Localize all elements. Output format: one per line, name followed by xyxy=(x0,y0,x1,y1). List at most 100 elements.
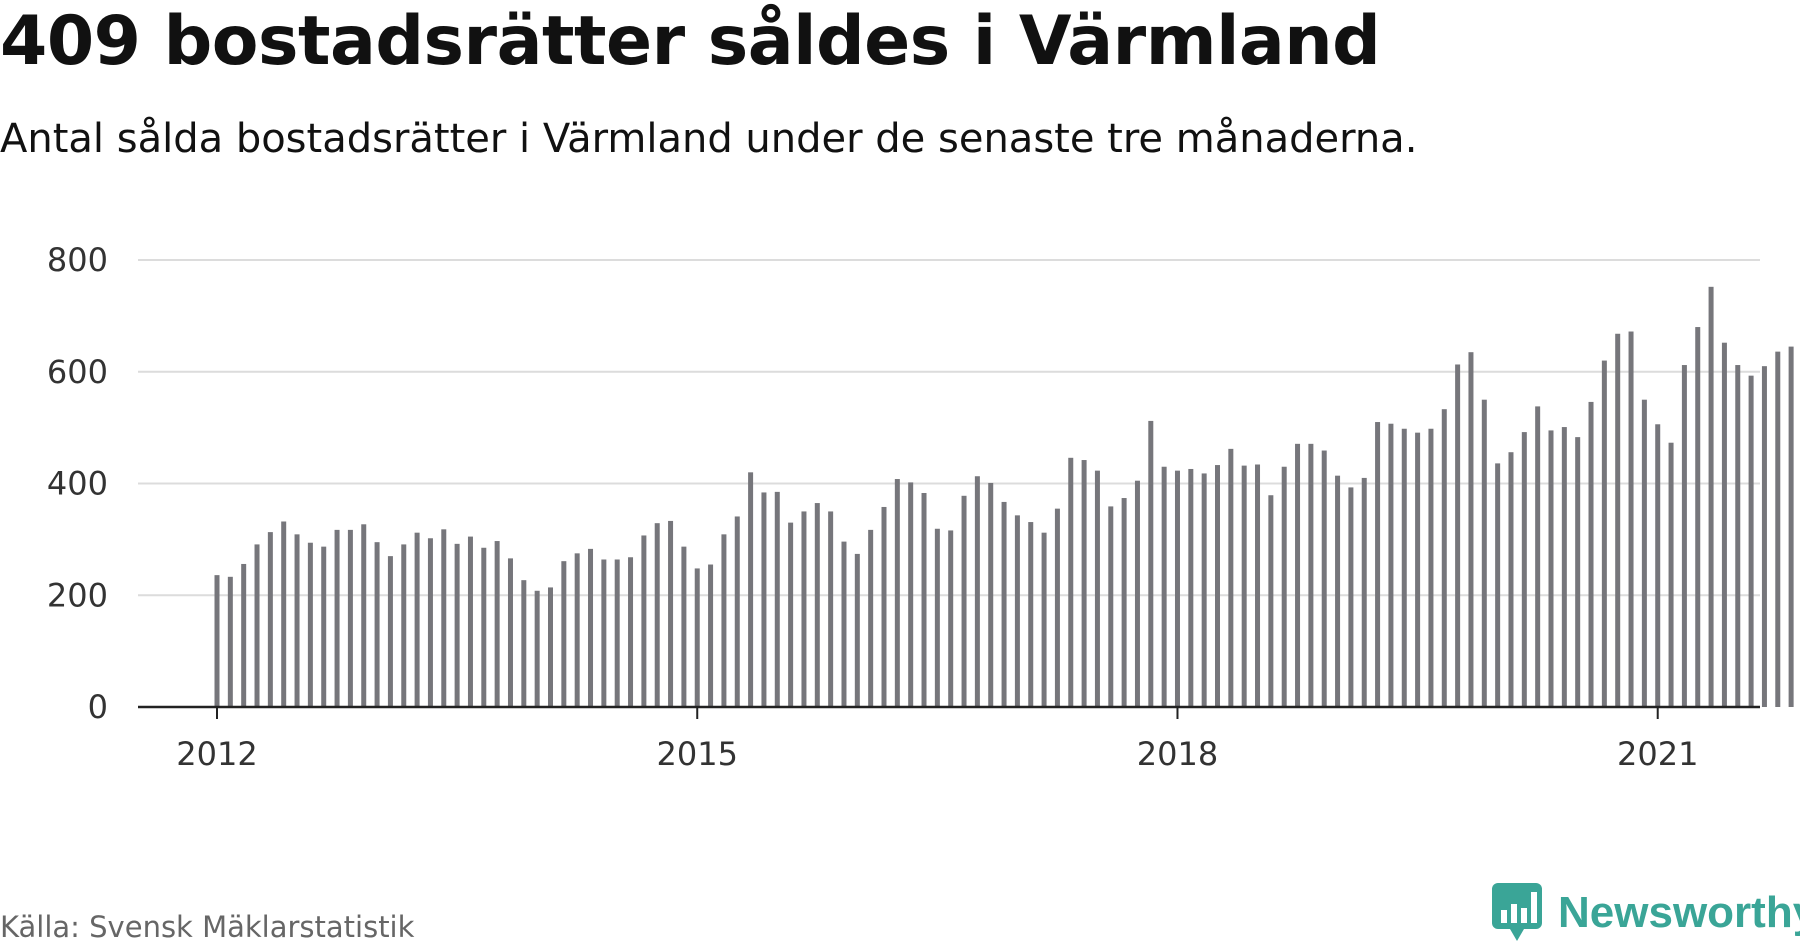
bar xyxy=(588,548,594,707)
bar xyxy=(214,575,220,707)
bar xyxy=(1348,487,1354,707)
bar xyxy=(734,516,740,707)
bar xyxy=(507,558,513,707)
bar xyxy=(868,529,874,707)
bar xyxy=(1308,443,1314,707)
brand-name: Newsworthy xyxy=(1558,888,1800,937)
bar xyxy=(574,553,580,707)
bar xyxy=(694,568,700,707)
bar xyxy=(1281,466,1287,707)
bar xyxy=(241,563,247,707)
bar xyxy=(1361,477,1367,707)
bar xyxy=(1615,333,1621,707)
bar xyxy=(814,503,820,707)
bar xyxy=(934,528,940,707)
bar xyxy=(614,559,620,707)
bar xyxy=(1668,442,1674,707)
bar xyxy=(361,524,367,707)
bar xyxy=(1295,443,1301,707)
bar xyxy=(548,587,553,707)
bar xyxy=(1655,424,1661,707)
y-tick-label: 800 xyxy=(47,241,108,279)
bar xyxy=(1561,427,1567,707)
bar xyxy=(281,521,287,707)
x-tick-label: 2018 xyxy=(1137,735,1218,773)
bar xyxy=(668,520,674,707)
y-tick-label: 0 xyxy=(88,688,108,726)
bar xyxy=(841,541,847,707)
bar xyxy=(908,482,914,707)
bar xyxy=(948,530,954,707)
y-tick-label: 400 xyxy=(47,465,108,503)
bar xyxy=(454,543,460,707)
newsworthy-bar-chart-logo-icon xyxy=(1492,883,1542,941)
bar xyxy=(427,538,433,707)
bar xyxy=(347,529,353,707)
bar xyxy=(1681,365,1687,707)
bar xyxy=(1268,495,1274,707)
bar xyxy=(1161,466,1167,707)
bar xyxy=(1068,457,1074,707)
source-note: Källa: Svensk Mäklarstatistik xyxy=(0,910,415,944)
bar xyxy=(1014,515,1020,707)
bar xyxy=(1215,465,1220,707)
bar xyxy=(961,495,967,707)
bar xyxy=(801,511,807,707)
bar xyxy=(1054,508,1060,707)
bar xyxy=(1508,452,1514,707)
bar xyxy=(1628,331,1634,707)
bar xyxy=(1695,327,1701,707)
bar xyxy=(1708,286,1714,707)
bar xyxy=(1535,406,1541,707)
chart-title: 409 bostadsrätter såldes i Värmland xyxy=(0,2,1381,81)
x-tick-label: 2021 xyxy=(1617,735,1698,773)
bar xyxy=(1148,420,1154,707)
bar xyxy=(1188,468,1194,707)
brand-logo[interactable]: Newsworthy xyxy=(1492,883,1800,941)
bar xyxy=(761,492,767,707)
bar xyxy=(1788,346,1794,707)
bar xyxy=(921,492,927,707)
bar xyxy=(988,482,994,707)
bar xyxy=(1401,428,1407,707)
bar xyxy=(894,479,900,707)
bar xyxy=(254,544,260,707)
bar xyxy=(1428,428,1434,707)
bar xyxy=(494,541,500,707)
bar xyxy=(1241,465,1247,707)
bar xyxy=(681,546,687,707)
bar xyxy=(401,544,407,707)
bar xyxy=(1108,506,1114,707)
x-tick-label: 2012 xyxy=(176,735,257,773)
bar xyxy=(267,532,273,707)
bar xyxy=(227,576,233,707)
chart-subtitle: Antal sålda bostadsrätter i Värmland und… xyxy=(0,116,1418,162)
bar xyxy=(1548,430,1554,707)
bar xyxy=(708,564,714,707)
bar xyxy=(1041,532,1047,707)
bar xyxy=(601,559,607,707)
bar xyxy=(1121,498,1127,707)
bar xyxy=(1721,342,1727,707)
bar xyxy=(521,580,527,707)
bar xyxy=(1028,522,1034,707)
bar xyxy=(1521,432,1527,707)
bar xyxy=(1775,351,1781,707)
bar xyxy=(1134,480,1140,707)
bar xyxy=(467,536,473,707)
bar xyxy=(1001,501,1007,707)
bar xyxy=(1375,422,1381,707)
bar xyxy=(294,534,300,707)
bar xyxy=(481,547,487,707)
bar xyxy=(1415,432,1421,707)
bar xyxy=(774,491,780,707)
bar xyxy=(748,472,754,707)
bar xyxy=(1575,437,1581,707)
bar xyxy=(1388,423,1394,707)
bar xyxy=(1201,473,1207,707)
bar xyxy=(1228,448,1234,707)
bar xyxy=(414,532,420,707)
bar xyxy=(654,523,660,707)
bar xyxy=(1481,399,1487,707)
bar xyxy=(1441,409,1447,707)
